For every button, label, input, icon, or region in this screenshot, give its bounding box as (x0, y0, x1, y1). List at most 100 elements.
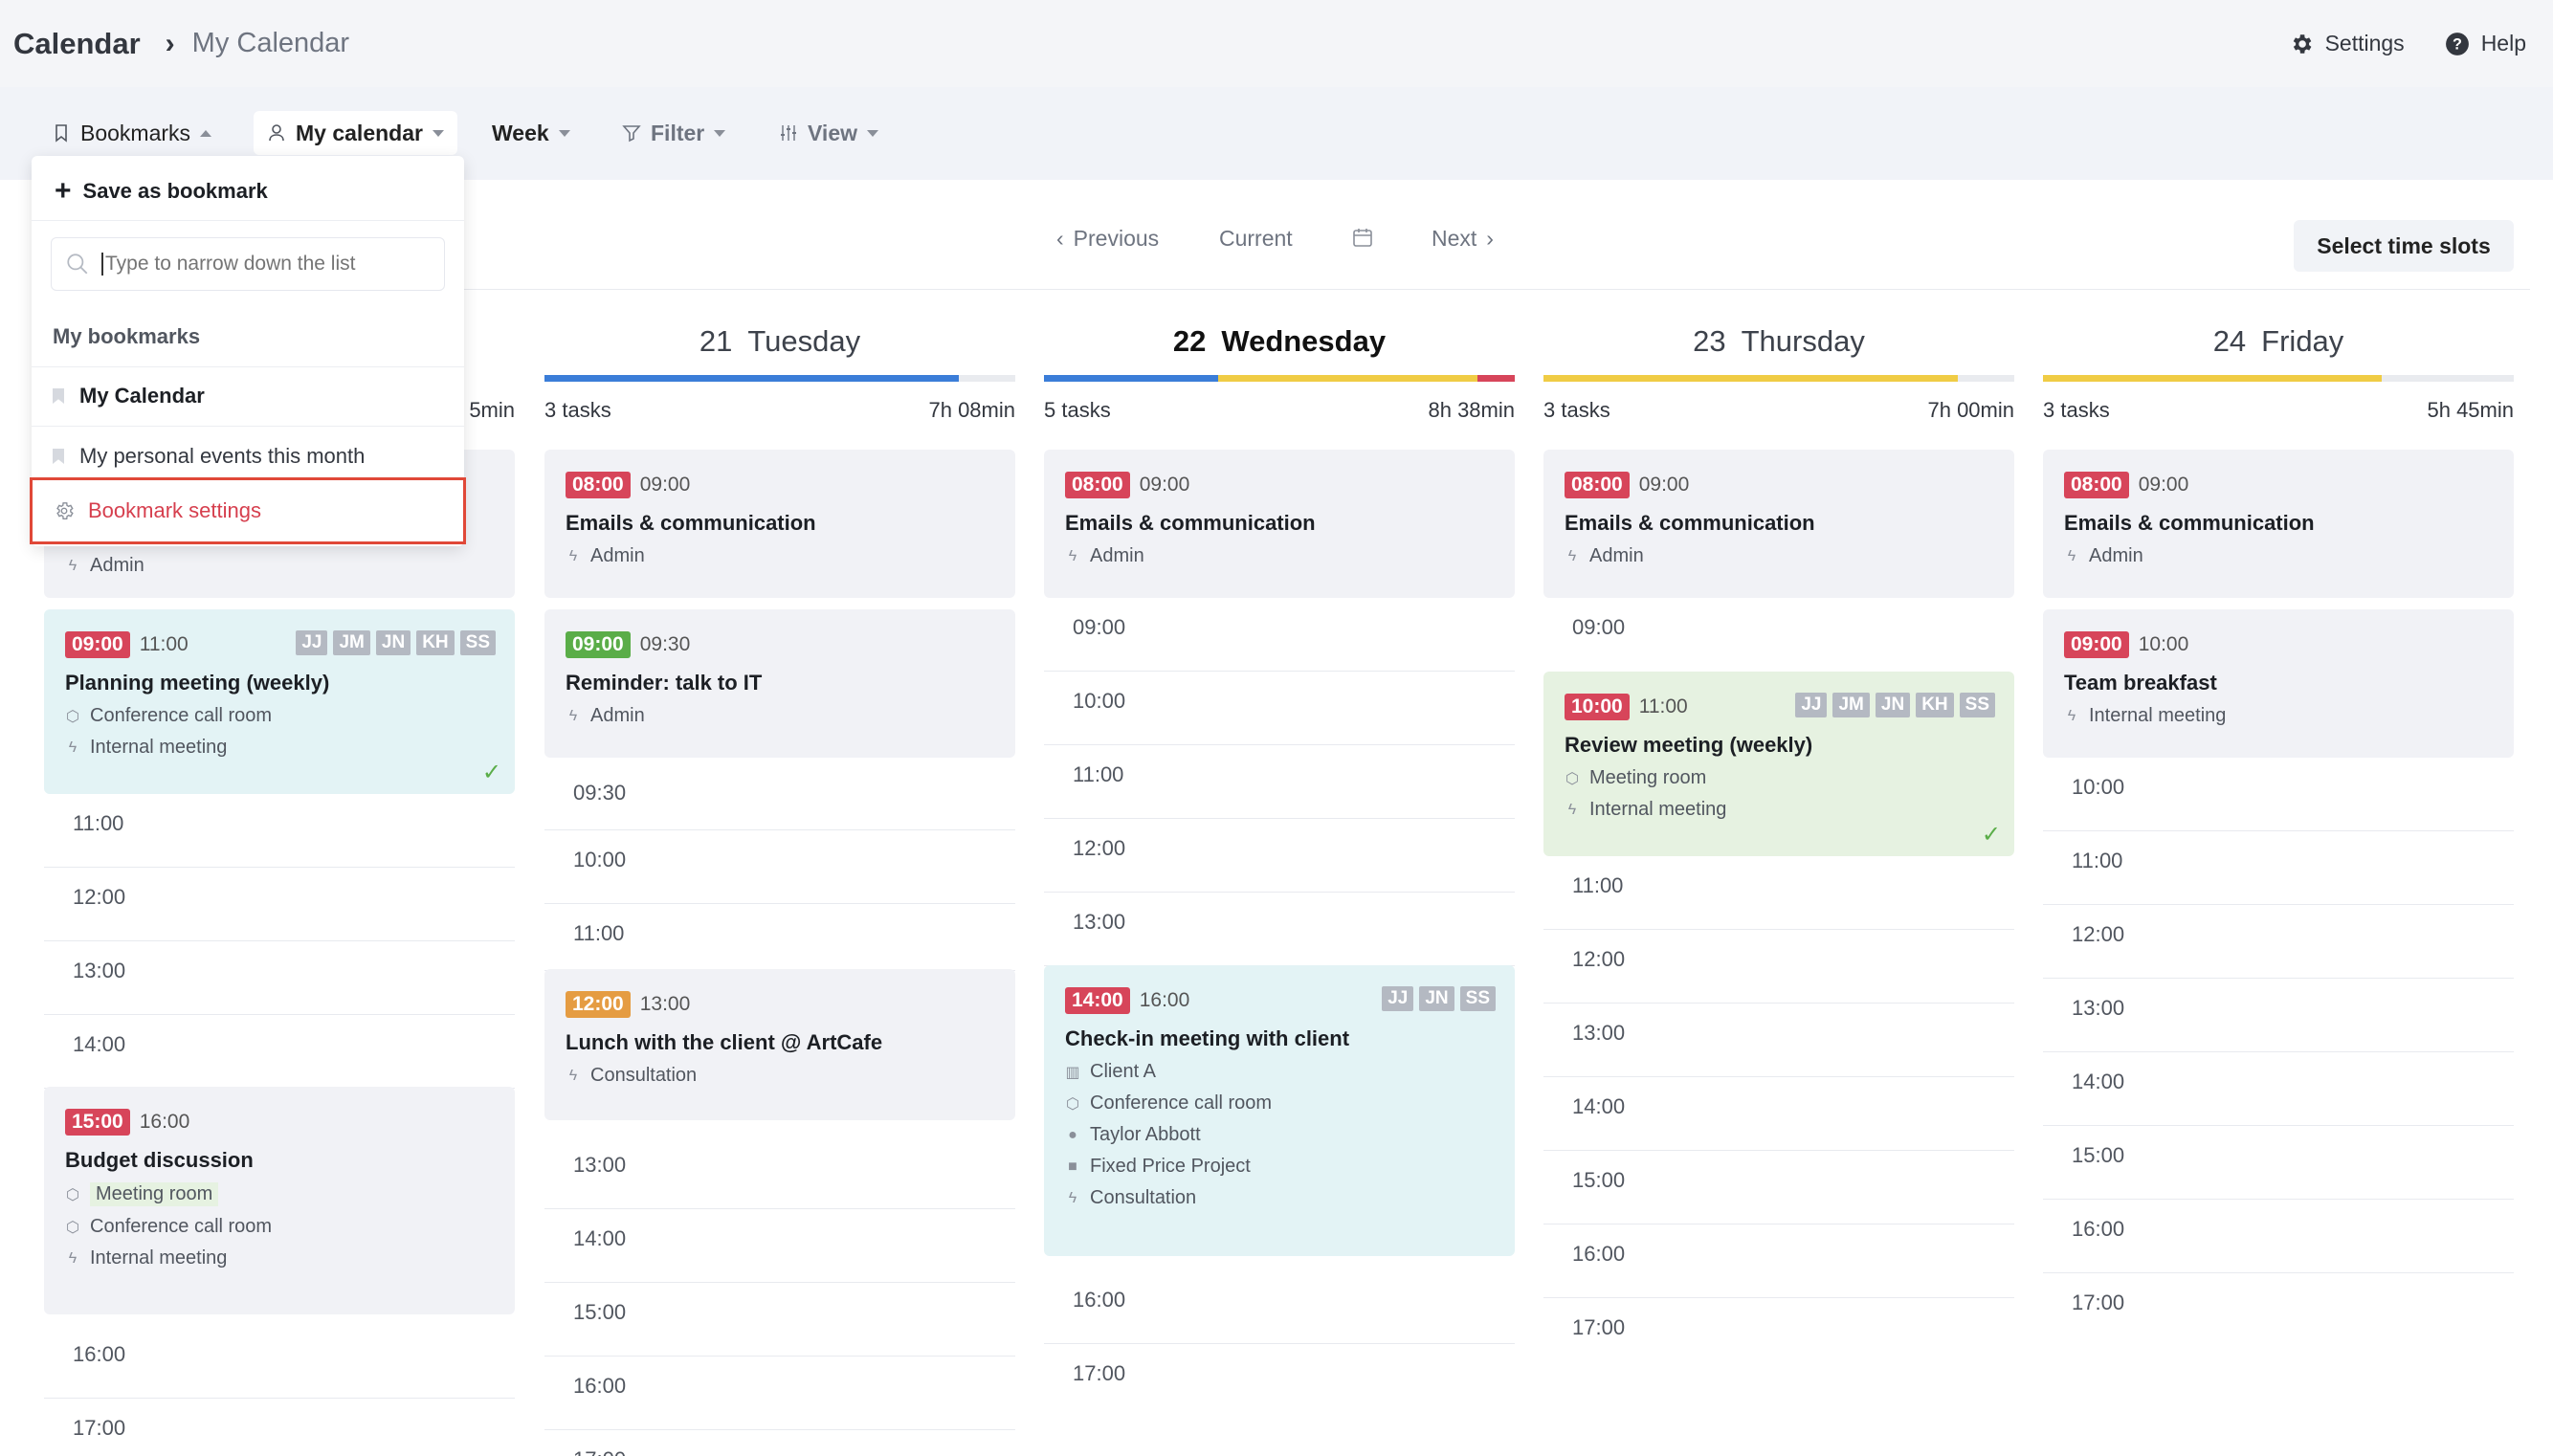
day-name: Tuesday (747, 324, 861, 358)
time-slot[interactable]: 11:00 (2043, 831, 2514, 905)
event-card[interactable]: 15:00 16:00 Budget discussion ⬡ Meeting r… (44, 1087, 515, 1314)
time-slot[interactable]: 16:00 (1044, 1270, 1515, 1344)
day-name: Thursday (1741, 324, 1865, 358)
event-card[interactable]: 08:00 09:00 Emails & communication ϟ Admi… (2043, 450, 2514, 598)
bookmark-item[interactable]: My Calendar (53, 384, 205, 408)
time-slot[interactable]: 10:00 (1044, 672, 1515, 745)
current-label: Current (1219, 226, 1293, 251)
time-slot[interactable]: 14:00 (544, 1209, 1015, 1283)
event-card[interactable]: 08:00 09:00 Emails & communication ϟ Admi… (544, 450, 1015, 598)
time-slot[interactable]: 17:00 (44, 1399, 515, 1456)
bookmark-item[interactable]: My personal events this month (53, 444, 365, 469)
time-slot[interactable]: 17:00 (1572, 1315, 1626, 1339)
time-slot[interactable]: 13:00 (1044, 893, 1515, 966)
building-icon: ▥ (1065, 1064, 1080, 1081)
bookmark-settings-button[interactable]: Bookmark settings (30, 477, 466, 544)
bookmark-search-input[interactable] (101, 253, 427, 276)
breadcrumb-root[interactable]: Calendar (13, 26, 141, 60)
time-slot[interactable]: 09:00 (1572, 615, 1626, 639)
user-icon (269, 124, 284, 142)
time-slot[interactable]: 12:00 (1543, 930, 2014, 1004)
time-slot[interactable]: 15:00 (2043, 1126, 2514, 1200)
time-slot[interactable]: 09:30 (544, 767, 1015, 830)
start-time-badge: 15:00 (65, 1109, 130, 1136)
event-card[interactable]: 09:00 10:00 Team breakfast ϟ Internal mee… (2043, 609, 2514, 758)
bookmark-search[interactable] (51, 237, 445, 291)
time-slot[interactable]: 16:00 (44, 1325, 515, 1399)
time-slot[interactable]: 10:00 (2043, 758, 2514, 831)
event-category: Admin (590, 705, 645, 726)
date-picker-button[interactable] (1351, 226, 1374, 249)
end-time: 10:00 (2138, 633, 2189, 655)
help-button[interactable]: ? Help (2445, 31, 2526, 56)
time-slot[interactable]: 14:00 (44, 1015, 515, 1089)
select-time-slots-button[interactable]: Select time slots (2294, 220, 2514, 272)
time-slot[interactable]: 16:00 (1543, 1224, 2014, 1298)
start-time-badge: 10:00 (1565, 694, 1630, 720)
event-card[interactable]: 08:00 09:00 Emails & communication ϟ Admi… (1044, 450, 1515, 598)
time-slot[interactable]: 15:00 (1543, 1151, 2014, 1224)
time-slot[interactable]: 12:00 (2043, 905, 2514, 979)
view-button[interactable]: View (766, 111, 892, 155)
event-card[interactable]: 12:00 13:00 Lunch with the client @ ArtC… (544, 969, 1015, 1120)
filter-button[interactable]: Filter (609, 111, 739, 155)
search-icon (67, 254, 88, 275)
time-slot[interactable]: 11:00 (544, 904, 1015, 971)
time-slot[interactable]: 12:00 (1044, 819, 1515, 893)
avatar: SS (459, 630, 496, 655)
time-slot[interactable]: 13:00 (44, 941, 515, 1015)
event-category: Internal meeting (90, 1247, 228, 1268)
start-time-badge: 09:00 (566, 631, 631, 658)
time-slot[interactable]: 13:00 (1543, 1004, 2014, 1077)
time-slot[interactable]: 16:00 (2043, 1200, 2514, 1273)
task-count: 3 tasks (1543, 398, 1610, 422)
time-slot[interactable]: 13:00 (2043, 979, 2514, 1052)
top-actions: Settings ? Help (2289, 0, 2526, 87)
week-selector[interactable]: Week (478, 111, 584, 155)
time-slot[interactable]: 13:00 (544, 1136, 1015, 1209)
previous-button[interactable]: ‹ Previous (1056, 226, 1159, 252)
time-slot[interactable]: 16:00 (544, 1357, 1015, 1430)
bolt-icon: ϟ (1068, 1189, 1077, 1206)
time-slot[interactable]: 10:00 (544, 830, 1015, 904)
event-category: Internal meeting (1589, 799, 1727, 820)
settings-button[interactable]: Settings (2289, 31, 2405, 56)
day-duration: 7h 08min (928, 398, 1015, 422)
time-slot[interactable]: 11:00 (1044, 745, 1515, 819)
event-card[interactable]: 09:00 09:30 Reminder: talk to IT ϟ Admin (544, 609, 1015, 758)
save-as-bookmark-button[interactable]: + Save as bookmark (55, 177, 268, 206)
time-slot[interactable]: 17:00 (2072, 1291, 2125, 1314)
time-slot[interactable]: 17:00 (544, 1430, 1015, 1456)
time-slot[interactable]: 15:00 (544, 1283, 1015, 1357)
chevron-down-icon (558, 129, 570, 137)
time-slot[interactable]: 14:00 (2043, 1052, 2514, 1126)
time-slot[interactable]: 09:00 (1044, 598, 1515, 672)
time-slot[interactable]: 12:00 (44, 868, 515, 941)
my-calendar-selector[interactable]: My calendar (254, 111, 457, 155)
time-slot[interactable]: 11:00 (44, 794, 515, 868)
event-location: Meeting room (90, 1182, 219, 1206)
time-slot[interactable]: 14:00 (1543, 1077, 2014, 1151)
event-title: Reminder: talk to IT (566, 671, 763, 695)
day-header: 24 Friday (2043, 290, 2514, 358)
event-card[interactable]: 09:00 11:00 JJ JM JN KH SS Planning meet… (44, 609, 515, 794)
filter-label: Filter (651, 120, 705, 145)
room-icon: ⬡ (66, 708, 79, 725)
event-card[interactable]: 08:00 09:00 Emails & communication ϟ Admi… (1543, 450, 2014, 598)
next-button[interactable]: Next › (1432, 226, 1494, 252)
event-card[interactable]: 14:00 16:00 JJ JN SS Check-in meeting wi… (1044, 965, 1515, 1256)
start-time-badge: 08:00 (1065, 472, 1130, 498)
day-name: Wednesday (1221, 324, 1387, 358)
time-slot[interactable]: 11:00 (1543, 856, 2014, 930)
view-label: View (808, 120, 857, 145)
bookmarks-dropdown-toggle[interactable]: Bookmarks (38, 111, 251, 155)
current-button[interactable]: Current (1219, 226, 1293, 252)
day-column-thursday: 23 Thursday 3 tasks 7h 00min 08:00 09:00 … (1543, 290, 2014, 1339)
bolt-icon: ϟ (568, 707, 578, 724)
event-category: Consultation (1090, 1187, 1197, 1208)
avatar: SS (1459, 986, 1496, 1011)
event-category: Consultation (590, 1065, 698, 1086)
event-card[interactable]: 10:00 11:00 JJ JM JN KH SS Review meetin… (1543, 672, 2014, 856)
time-slot[interactable]: 17:00 (1073, 1361, 1126, 1385)
event-location: Conference call room (90, 705, 273, 726)
